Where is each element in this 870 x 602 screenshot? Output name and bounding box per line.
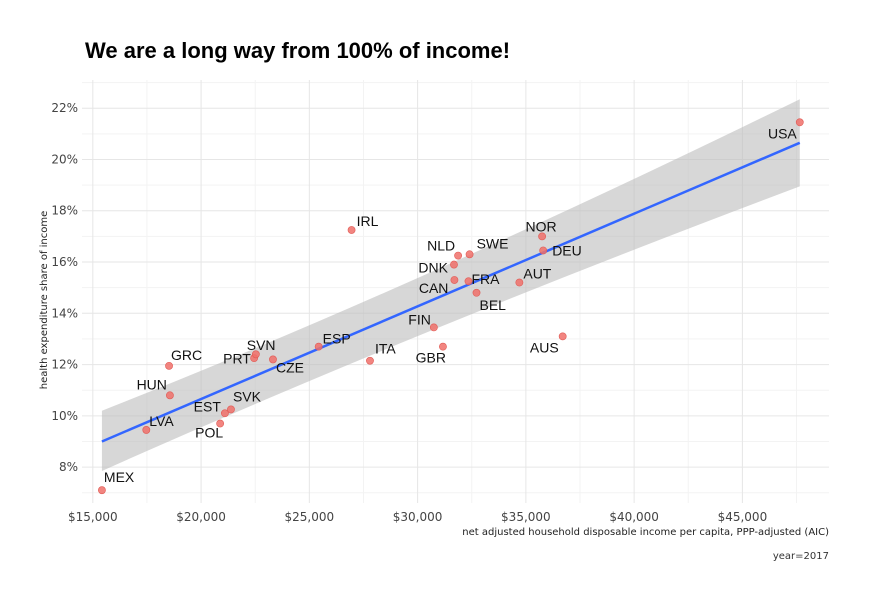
point-lva bbox=[142, 426, 151, 434]
point-est bbox=[221, 409, 229, 418]
label-nor: NOR bbox=[526, 218, 557, 234]
x-axis-ticks: $15,000 $20,000 $25,000 $30,000 $35,000 $40,0… bbox=[68, 510, 767, 524]
y-tick-label: 20% bbox=[51, 152, 78, 166]
y-tick-label: 18% bbox=[51, 204, 78, 218]
point-bel bbox=[472, 288, 481, 297]
point-ita bbox=[366, 356, 374, 365]
point-swe bbox=[465, 250, 474, 259]
point-fra bbox=[464, 277, 473, 286]
x-axis-label: net adjusted household disposable income… bbox=[462, 527, 829, 538]
point-mex bbox=[98, 486, 106, 495]
label-cze: CZE bbox=[276, 359, 304, 375]
chart-caption: year=2017 bbox=[773, 551, 829, 562]
label-can: CAN bbox=[419, 280, 449, 296]
x-tick-label: $25,000 bbox=[285, 510, 335, 524]
point-fin bbox=[429, 323, 438, 332]
point-usa bbox=[795, 118, 804, 127]
y-tick-label: 14% bbox=[51, 306, 78, 320]
point-esp bbox=[314, 342, 323, 351]
point-grc bbox=[165, 361, 173, 370]
point-can bbox=[450, 276, 459, 284]
label-svn: SVN bbox=[247, 337, 276, 353]
label-est: EST bbox=[194, 398, 222, 414]
label-mex: MEX bbox=[104, 469, 135, 485]
label-aut: AUT bbox=[523, 266, 551, 282]
x-tick-label: $30,000 bbox=[393, 510, 443, 524]
x-tick-label: $35,000 bbox=[501, 510, 551, 524]
x-tick-label: $15,000 bbox=[68, 510, 118, 524]
point-nld bbox=[454, 251, 462, 260]
label-hun: HUN bbox=[137, 376, 167, 392]
y-axis-label: health expenditure share of income bbox=[39, 211, 50, 390]
label-svk: SVK bbox=[233, 388, 262, 404]
y-axis-ticks: 8% 10% 12% 14% 16% 18% 20% 22% bbox=[51, 101, 78, 474]
label-nld: NLD bbox=[427, 238, 455, 254]
point-aus bbox=[558, 332, 567, 341]
y-tick-label: 16% bbox=[51, 255, 78, 269]
point-cze bbox=[269, 355, 277, 364]
point-gbr bbox=[439, 342, 447, 351]
point-dnk bbox=[450, 260, 458, 269]
point-svk bbox=[227, 405, 235, 414]
y-tick-label: 12% bbox=[51, 358, 78, 372]
label-dnk: DNK bbox=[418, 260, 448, 276]
x-tick-label: $40,000 bbox=[609, 510, 659, 524]
chart-title: We are a long way from 100% of income! bbox=[85, 38, 510, 63]
point-hun bbox=[166, 391, 174, 400]
label-bel: BEL bbox=[480, 297, 507, 313]
x-tick-label: $20,000 bbox=[176, 510, 226, 524]
label-esp: ESP bbox=[323, 331, 351, 347]
x-tick-label: $45,000 bbox=[718, 510, 768, 524]
label-deu: DEU bbox=[552, 242, 582, 258]
confidence-band bbox=[101, 99, 800, 471]
label-irl: IRL bbox=[357, 213, 379, 229]
trend-line bbox=[101, 141, 801, 443]
point-prt bbox=[251, 350, 260, 359]
points-layer bbox=[98, 118, 804, 495]
label-grc: GRC bbox=[171, 347, 202, 363]
trend-line-layer bbox=[101, 141, 801, 443]
label-usa: USA bbox=[768, 125, 797, 141]
point-irl bbox=[347, 226, 356, 234]
y-tick-label: 10% bbox=[51, 409, 78, 423]
label-aus: AUS bbox=[530, 339, 559, 355]
label-ita: ITA bbox=[375, 341, 396, 357]
confidence-band-layer bbox=[101, 99, 800, 471]
label-prt: PRT bbox=[223, 350, 251, 366]
y-tick-label: 8% bbox=[59, 460, 78, 474]
point-aut bbox=[515, 278, 524, 287]
point-deu bbox=[539, 246, 548, 255]
label-swe: SWE bbox=[477, 235, 509, 251]
label-fra: FRA bbox=[471, 271, 500, 287]
label-pol: POL bbox=[195, 425, 223, 441]
point-pol bbox=[216, 419, 225, 428]
label-lva: LVA bbox=[149, 413, 174, 429]
point-nor bbox=[538, 232, 547, 241]
label-gbr: GBR bbox=[416, 350, 446, 366]
label-fin: FIN bbox=[408, 311, 431, 327]
y-tick-label: 22% bbox=[51, 101, 78, 115]
